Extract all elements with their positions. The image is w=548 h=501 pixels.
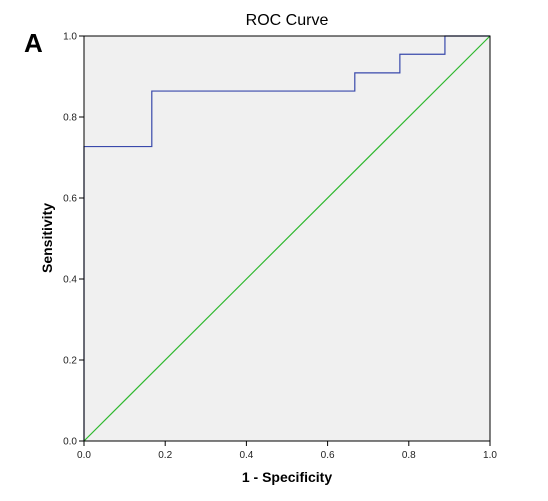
x-tick-label: 0.6 [321,450,335,461]
x-axis-ticks: 0.0 0.2 0.4 0.6 0.8 1.0 [77,441,497,461]
y-tick-label: 0.4 [63,275,77,286]
x-tick-label: 0.8 [402,450,416,461]
reference-line [83,35,491,442]
y-tick-label: 0.8 [63,113,77,124]
panel-label: A [24,28,43,58]
y-tick-label: 0.6 [63,194,77,205]
y-tick-label: 1.0 [63,32,77,43]
x-tick-label: 0.2 [158,450,172,461]
x-tick-label: 1.0 [483,450,497,461]
series-layer [83,35,491,442]
roc-curve-line [83,35,490,441]
x-axis-label: 1 - Specificity [241,469,333,485]
x-tick-label: 0.4 [239,450,253,461]
chart-title: ROC Curve [245,12,329,29]
y-axis-ticks: 0.0 0.2 0.4 0.6 0.8 1.0 [63,32,84,448]
plot-frame [83,35,491,442]
x-tick-label: 0.0 [77,450,91,461]
y-tick-label: 0.2 [63,356,77,367]
y-tick-label: 0.0 [63,437,77,448]
